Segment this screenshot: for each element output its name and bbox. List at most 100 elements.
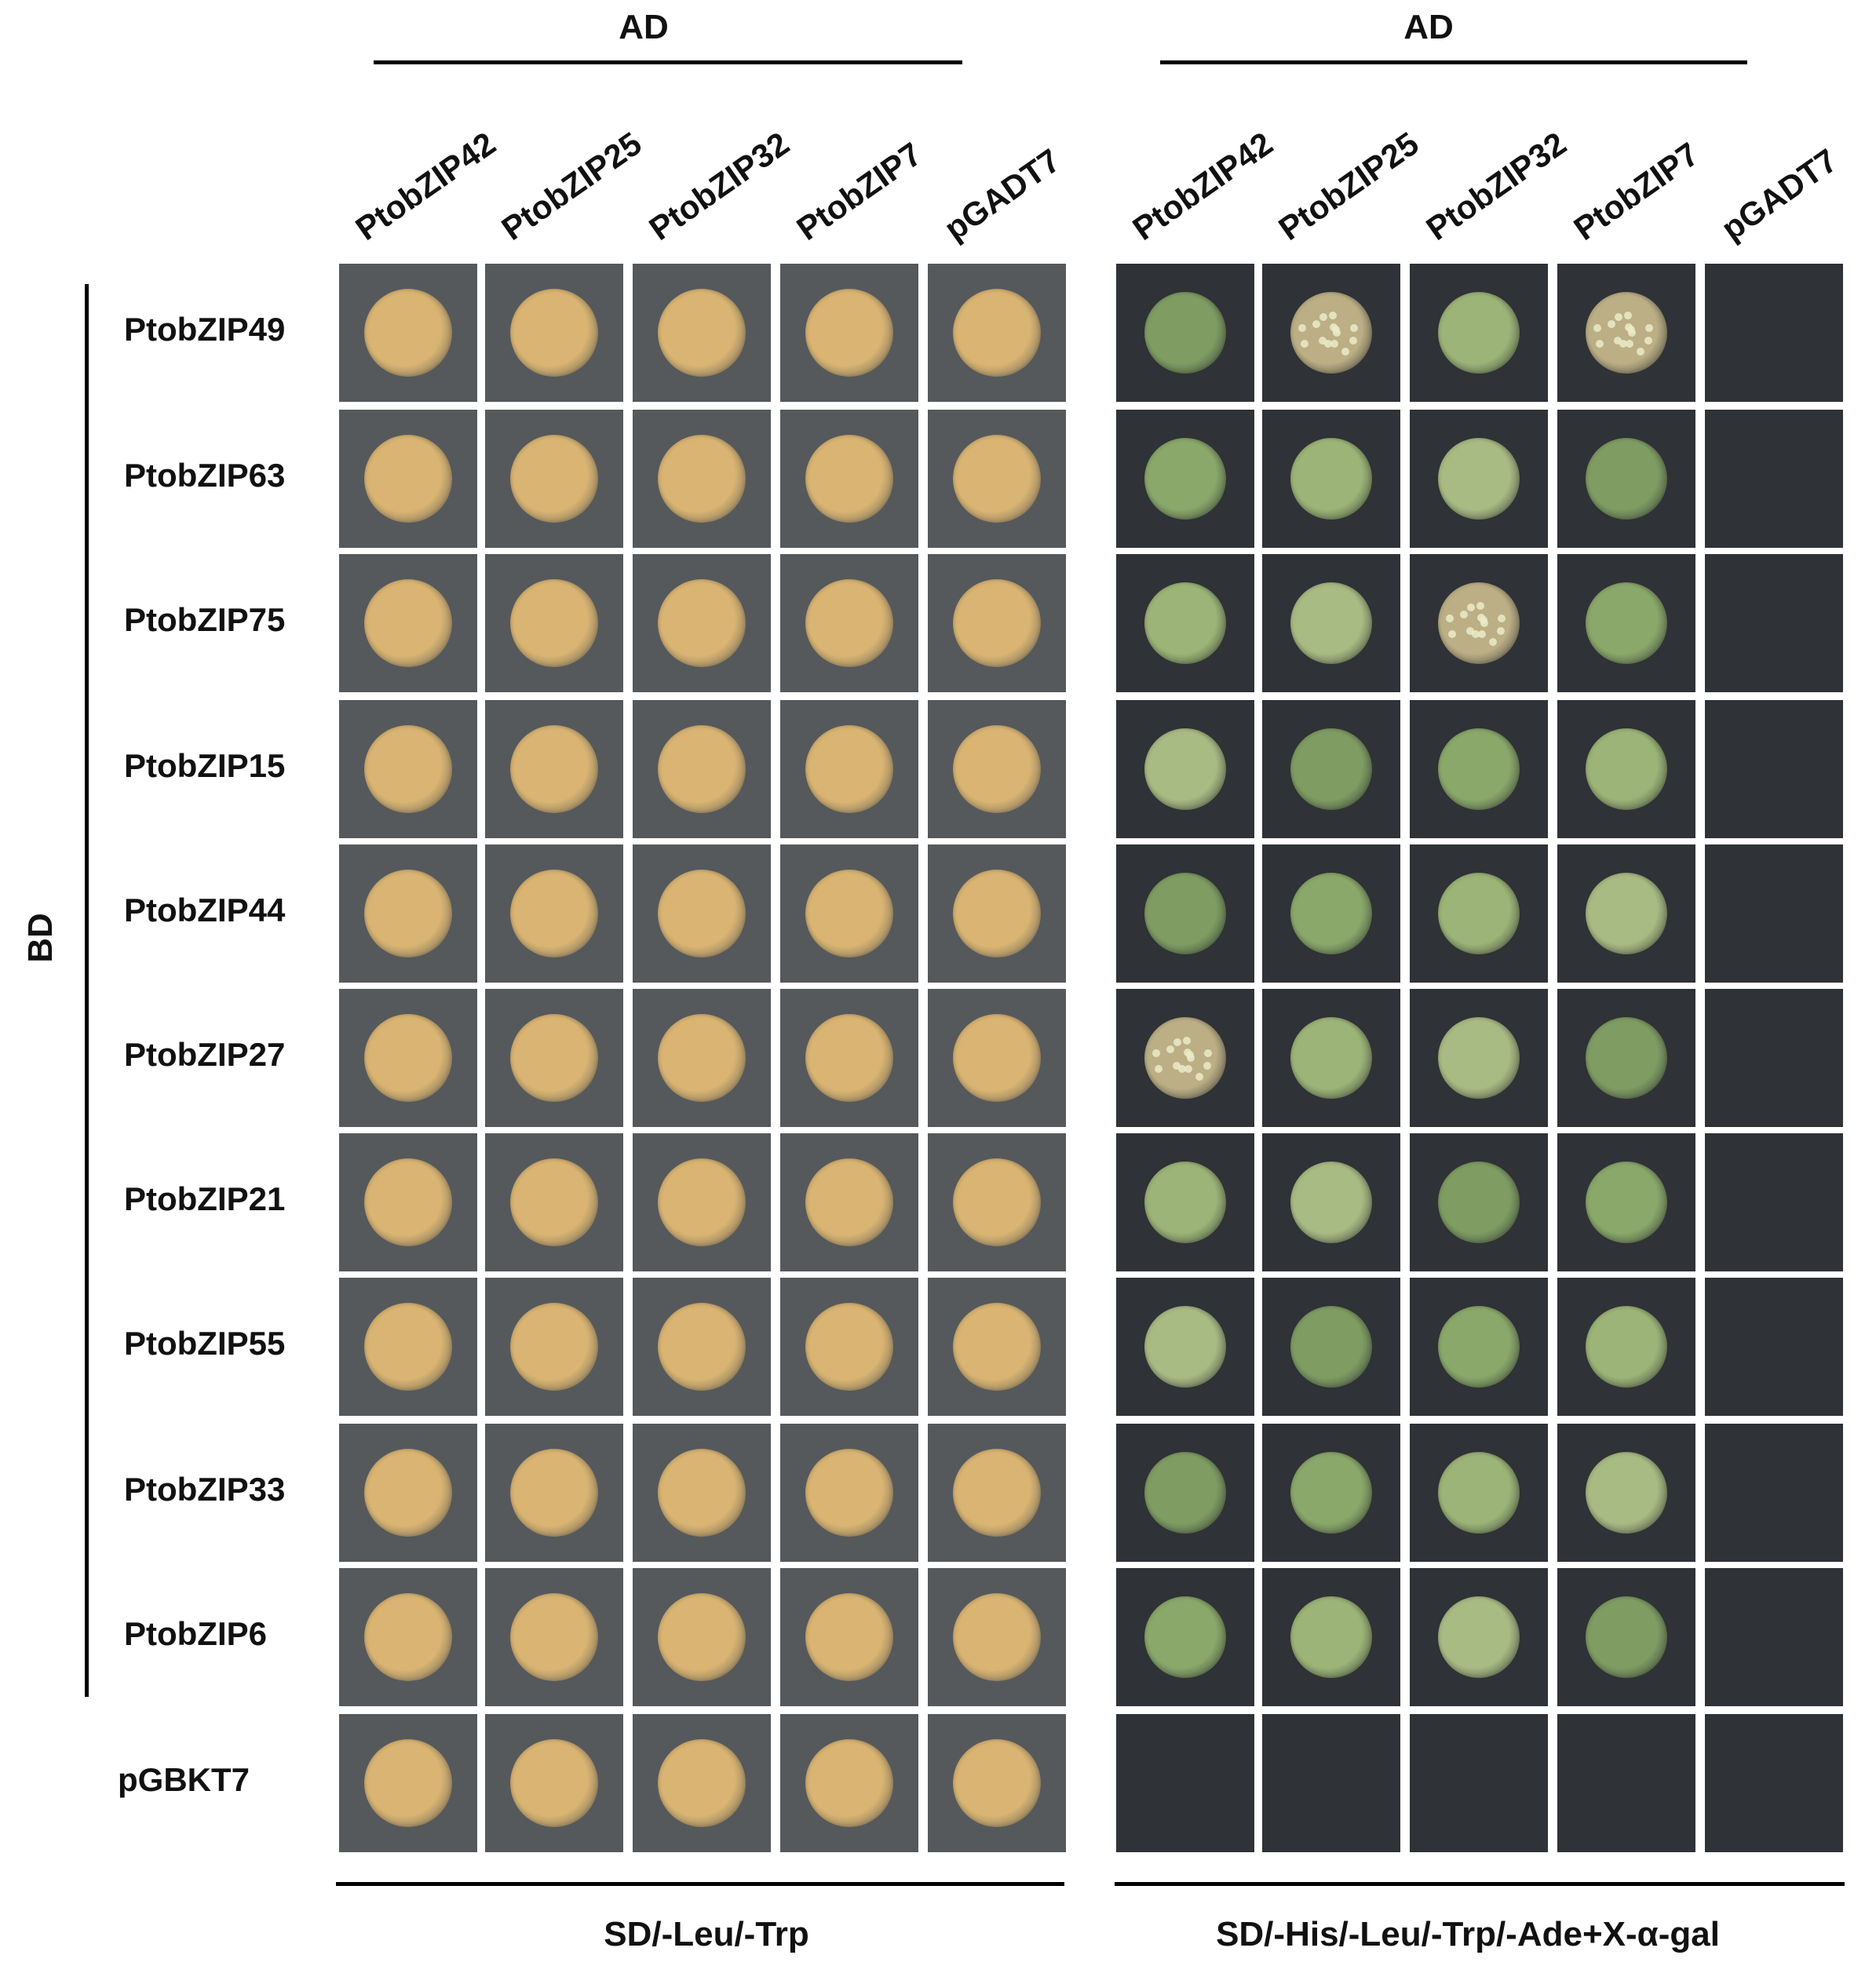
colony-speck bbox=[1637, 347, 1645, 356]
colony-speck bbox=[1328, 311, 1337, 319]
plate-spot-right bbox=[1557, 1133, 1695, 1271]
yeast-colony bbox=[510, 579, 598, 667]
plate-spot-left bbox=[633, 1424, 771, 1562]
plate-spot-left bbox=[633, 844, 771, 983]
plate-spot-left bbox=[780, 554, 918, 692]
yeast-colony bbox=[1586, 1306, 1667, 1388]
plate-spot-left bbox=[928, 1278, 1066, 1416]
plate-spot-left bbox=[339, 700, 477, 838]
yeast-colony bbox=[1438, 1452, 1520, 1534]
plate-spot-right bbox=[1262, 1278, 1400, 1416]
yeast-colony bbox=[364, 725, 452, 813]
plate-spot-right bbox=[1116, 1568, 1254, 1706]
yeast-colony bbox=[805, 1449, 893, 1537]
colony-speck bbox=[1645, 323, 1653, 332]
plate-spot-right bbox=[1705, 700, 1843, 838]
plate-spot-right bbox=[1262, 700, 1400, 838]
row-label-ptobzip63: PtobZIP63 bbox=[124, 457, 286, 494]
yeast-colony bbox=[1290, 728, 1372, 810]
plate-spot-left bbox=[928, 1424, 1066, 1562]
yeast-colony bbox=[1144, 582, 1226, 664]
yeast-colony bbox=[510, 1158, 598, 1246]
yeast-colony bbox=[1586, 728, 1667, 810]
plate-spot-right bbox=[1557, 989, 1695, 1127]
colony-speck bbox=[1447, 630, 1456, 639]
column-label-ptobzip7: PtobZIP7 bbox=[790, 135, 929, 248]
column-label-ptobzip25: PtobZIP25 bbox=[495, 124, 648, 248]
column-label-ptobzip25: PtobZIP25 bbox=[1272, 124, 1425, 248]
colony-speck bbox=[1619, 340, 1628, 348]
left-ad-rule bbox=[374, 60, 962, 64]
row-label-ptobzip21: PtobZIP21 bbox=[124, 1180, 286, 1217]
colony-speck bbox=[1614, 313, 1622, 322]
yeast-colony bbox=[1438, 1162, 1520, 1243]
plate-spot-right bbox=[1557, 700, 1695, 838]
yeast-colony bbox=[1438, 873, 1520, 954]
plate-spot-left bbox=[780, 410, 918, 548]
plate-spot-left bbox=[339, 1133, 477, 1271]
yeast-colony bbox=[658, 435, 746, 523]
plate-spot-right bbox=[1557, 1568, 1695, 1706]
plate-spot-left bbox=[928, 1714, 1066, 1852]
plate-spot-right bbox=[1705, 1714, 1843, 1852]
plate-spot-right bbox=[1116, 1133, 1254, 1271]
plate-spot-left bbox=[780, 1568, 918, 1706]
yeast-colony bbox=[364, 1303, 452, 1391]
plate-spot-left bbox=[780, 1424, 918, 1562]
yeast-colony bbox=[1290, 438, 1372, 520]
plate-spot-left bbox=[485, 700, 623, 838]
yeast-colony bbox=[1144, 873, 1226, 954]
colony-speck bbox=[1184, 1049, 1192, 1057]
yeast-colony bbox=[1438, 1596, 1520, 1678]
plate-spot-right bbox=[1410, 1424, 1548, 1562]
colony-speck bbox=[1330, 323, 1338, 332]
plate-spot-right bbox=[1410, 1278, 1548, 1416]
plate-spot-right bbox=[1557, 844, 1695, 983]
plate-spot-right bbox=[1557, 1714, 1695, 1852]
yeast-colony bbox=[805, 289, 893, 377]
plate-spot-right bbox=[1557, 554, 1695, 692]
yeast-colony bbox=[805, 579, 893, 667]
plate-spot-left bbox=[780, 1714, 918, 1852]
right-ad-rule bbox=[1160, 60, 1747, 64]
plate-spot-left bbox=[485, 264, 623, 402]
row-label-pgbkt7: pGBKT7 bbox=[118, 1761, 250, 1798]
plate-spot-right bbox=[1410, 1133, 1548, 1271]
plate-spot-right bbox=[1116, 410, 1254, 548]
column-label-ptobzip32: PtobZIP32 bbox=[1419, 124, 1573, 248]
row-label-ptobzip6: PtobZIP6 bbox=[124, 1615, 268, 1652]
plate-spot-right bbox=[1116, 554, 1254, 692]
colony-speck bbox=[1477, 614, 1486, 622]
colony-speck bbox=[1614, 337, 1622, 345]
yeast-colony bbox=[953, 1593, 1041, 1681]
yeast-colony bbox=[953, 1449, 1041, 1537]
yeast-colony bbox=[953, 289, 1041, 377]
plate-spot-left bbox=[633, 1278, 771, 1416]
yeast-colony bbox=[953, 1014, 1041, 1102]
yeast-colony bbox=[1438, 1017, 1520, 1099]
plate-spot-right bbox=[1410, 410, 1548, 548]
plate-spot-left bbox=[633, 1133, 771, 1271]
yeast-colony bbox=[364, 1593, 452, 1681]
yeast-colony bbox=[1290, 582, 1372, 664]
row-label-ptobzip49: PtobZIP49 bbox=[124, 311, 286, 348]
colony-speck bbox=[1349, 337, 1357, 345]
row-label-ptobzip27: PtobZIP27 bbox=[124, 1036, 286, 1073]
plate-spot-right bbox=[1262, 1568, 1400, 1706]
yeast-colony bbox=[1438, 438, 1520, 520]
plate-spot-left bbox=[339, 1714, 477, 1852]
yeast-colony bbox=[1438, 292, 1520, 374]
colony-speck bbox=[1319, 313, 1327, 322]
yeast-colony bbox=[510, 1014, 598, 1102]
right-ad-header: AD bbox=[1403, 8, 1454, 46]
plate-spot-left bbox=[633, 410, 771, 548]
plate-spot-left bbox=[339, 1568, 477, 1706]
bd-rule bbox=[85, 284, 89, 1697]
yeast-colony bbox=[1144, 292, 1226, 374]
yeast-colony bbox=[805, 1593, 893, 1681]
plate-spot-left bbox=[633, 264, 771, 402]
yeast-colony bbox=[1144, 1306, 1226, 1388]
colony-speck bbox=[1476, 601, 1484, 610]
yeast-colony bbox=[1586, 1162, 1667, 1243]
yeast-colony bbox=[1586, 1452, 1667, 1534]
